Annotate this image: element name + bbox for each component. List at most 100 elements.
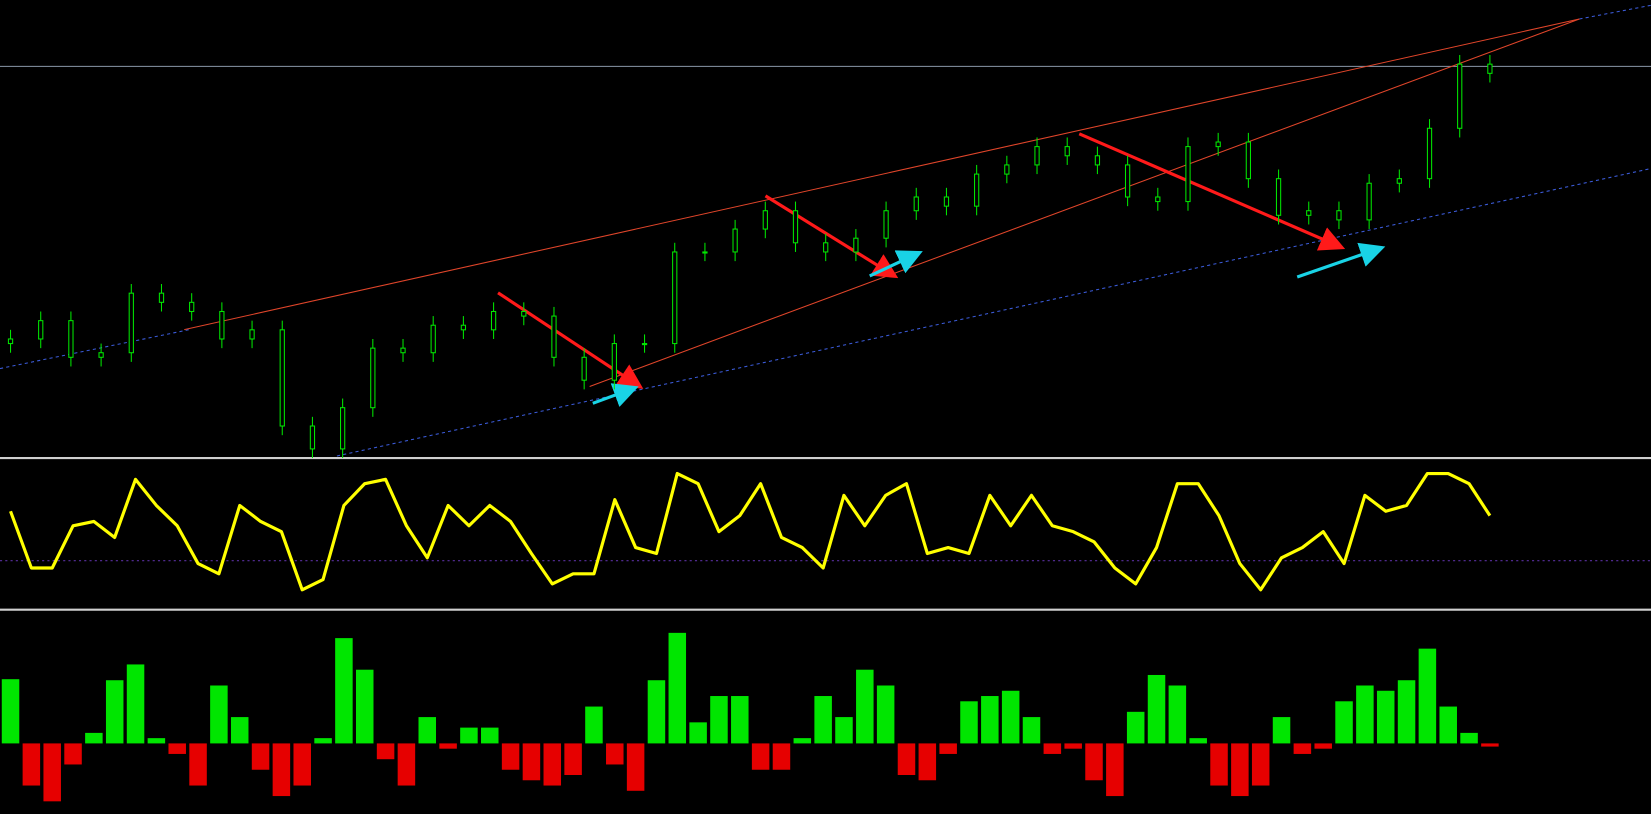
histogram-bar [418, 717, 437, 744]
histogram-bar [543, 743, 562, 786]
histogram-bar [1293, 743, 1312, 754]
histogram-bar [126, 664, 145, 744]
histogram-bar [626, 743, 645, 791]
histogram-bar [1043, 743, 1062, 754]
histogram-bar [918, 743, 937, 781]
histogram-bar [22, 743, 41, 786]
histogram-bar [1251, 743, 1270, 786]
candle-body [38, 320, 44, 340]
histogram-bar [793, 738, 812, 744]
histogram-bar [397, 743, 416, 786]
candle-body [189, 301, 195, 313]
histogram-bar [43, 743, 61, 802]
candle-body [1094, 155, 1101, 166]
histogram-bar [64, 743, 82, 765]
histogram-bar [460, 727, 478, 744]
trend-line [0, 329, 190, 370]
candle-body [460, 324, 467, 331]
candle-body [1396, 178, 1402, 184]
candle-body [853, 237, 859, 253]
histogram-bar [1376, 690, 1395, 744]
candle-body [1245, 141, 1252, 180]
histogram-bar [1168, 685, 1187, 744]
candle-body [732, 228, 738, 253]
arrow [1296, 242, 1386, 279]
histogram-bar [355, 669, 374, 744]
arrow [1078, 132, 1346, 251]
candle-body [370, 347, 376, 409]
histogram-bar [1022, 717, 1041, 744]
histogram-bar [1439, 706, 1457, 744]
histogram-bar [1314, 743, 1332, 749]
candle-body [1034, 146, 1040, 166]
histogram-bar [939, 743, 957, 754]
histogram-bar [668, 632, 687, 744]
histogram-bar [272, 743, 291, 797]
histogram-bar [772, 743, 791, 770]
candle-body [68, 320, 74, 358]
histogram-bar [606, 743, 624, 765]
candle-body [521, 310, 527, 317]
trend-line [184, 18, 1580, 331]
histogram-bar [251, 743, 270, 770]
histogram-bar [856, 669, 874, 744]
histogram-bar [210, 685, 228, 744]
candle-body [823, 242, 829, 253]
histogram-bar [814, 696, 832, 744]
candle-body [1306, 210, 1312, 216]
candle-body [1185, 146, 1191, 203]
candle-body [672, 251, 678, 345]
candle-body [1155, 196, 1161, 203]
drawings [0, 4, 1651, 457]
histogram-bar [1418, 648, 1437, 744]
histogram-bar [335, 638, 353, 744]
histogram-bar [960, 701, 978, 744]
candle-body [7, 338, 14, 345]
histogram-bar [876, 685, 895, 744]
candle-body [128, 292, 134, 354]
histogram-bar [1001, 690, 1020, 744]
histogram-bar [147, 738, 166, 744]
histogram-bar [1210, 743, 1228, 786]
arrow [764, 194, 899, 279]
histogram-bar [1126, 711, 1145, 744]
histogram-bar [522, 743, 541, 781]
histogram-bar [314, 738, 332, 744]
histogram-bar [1356, 685, 1374, 744]
candle-body [641, 343, 648, 346]
candle-body [762, 210, 768, 230]
histogram-bar [230, 717, 249, 744]
candle-body [400, 347, 406, 354]
candle-body [611, 343, 617, 381]
histogram-bar [564, 743, 582, 776]
candle-body [98, 352, 104, 358]
candle-body [581, 356, 587, 381]
histogram-bar [1189, 738, 1207, 744]
histogram-bar [1, 679, 20, 744]
candle-body [1124, 164, 1131, 198]
candle-body [249, 329, 255, 340]
histogram-bar [1147, 674, 1166, 744]
candle-body [943, 196, 950, 207]
histogram-bar [293, 743, 311, 786]
candle-body [1336, 210, 1342, 221]
candle-body [1004, 164, 1010, 175]
candle-body [309, 425, 316, 450]
candle-body [1215, 141, 1221, 148]
histogram-bar [1231, 743, 1249, 797]
histogram-bar [1064, 743, 1082, 749]
candle-body [883, 210, 889, 239]
trend-line [589, 18, 1580, 387]
candle-body [551, 315, 557, 358]
candle-body [1275, 178, 1282, 216]
candle-body [792, 210, 799, 244]
histogram-bar [710, 696, 728, 744]
candle-body [974, 173, 980, 207]
histogram-bar [439, 743, 457, 749]
histogram-bar [376, 743, 395, 760]
candle-body [430, 324, 436, 354]
histogram-bar [501, 743, 520, 770]
histogram-bar [1460, 732, 1478, 744]
